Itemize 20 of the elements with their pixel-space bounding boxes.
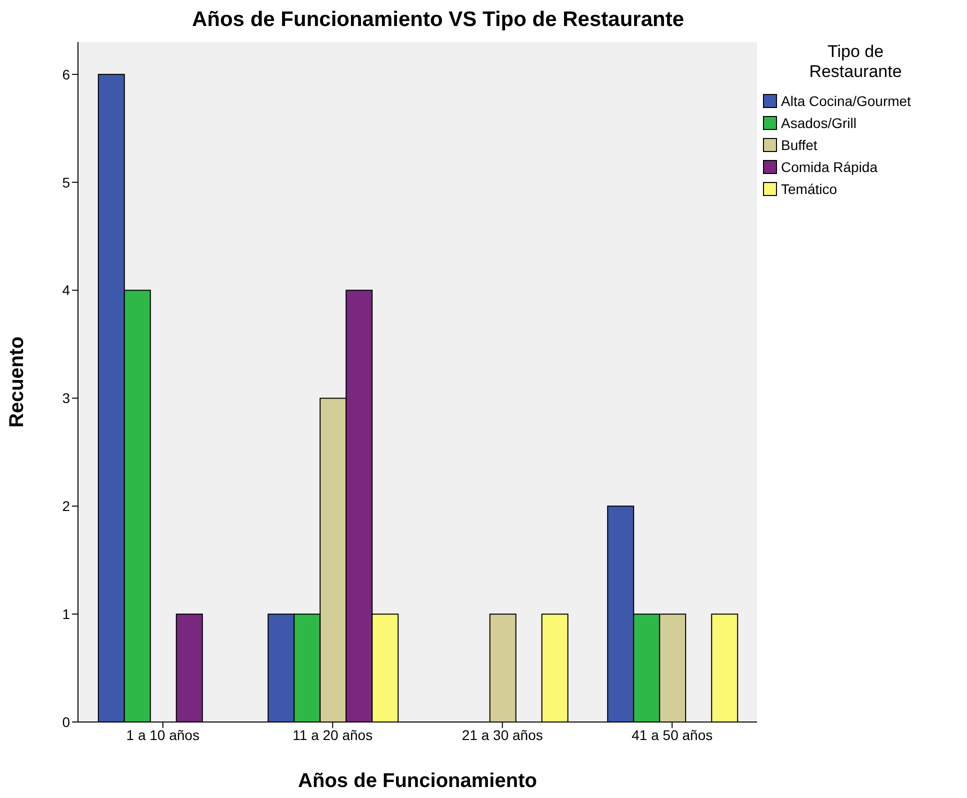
legend-label: Comida Rápida [781, 159, 878, 175]
y-tick-label: 2 [62, 498, 70, 514]
x-tick-label: 11 a 20 años [292, 726, 373, 743]
y-tick-label: 6 [62, 66, 70, 82]
y-tick-label: 5 [62, 174, 70, 190]
legend-label: Buffet [781, 137, 818, 153]
legend-label: Alta Cocina/Gourmet [781, 93, 911, 109]
x-axis-title: Años de Funcionamiento [298, 770, 537, 792]
y-tick-label: 0 [62, 714, 70, 730]
x-tick-label: 1 a 10 años [126, 726, 200, 743]
legend-title: Tipo de Restaurante [808, 42, 903, 82]
chart-title: Años de Funcionamiento VS Tipo de Restaurante [190, 8, 685, 32]
legend-label: Asados/Grill [781, 115, 856, 131]
y-tick-label: 1 [62, 606, 70, 622]
legend-label: Temático [781, 181, 838, 197]
x-tick-label: 41 a 50 años [632, 726, 713, 743]
y-axis-title: Recuento [6, 336, 28, 428]
y-tick-label: 3 [62, 390, 70, 406]
x-tick-label: 21 a 30 años [462, 726, 543, 743]
y-tick-label: 4 [62, 282, 70, 298]
